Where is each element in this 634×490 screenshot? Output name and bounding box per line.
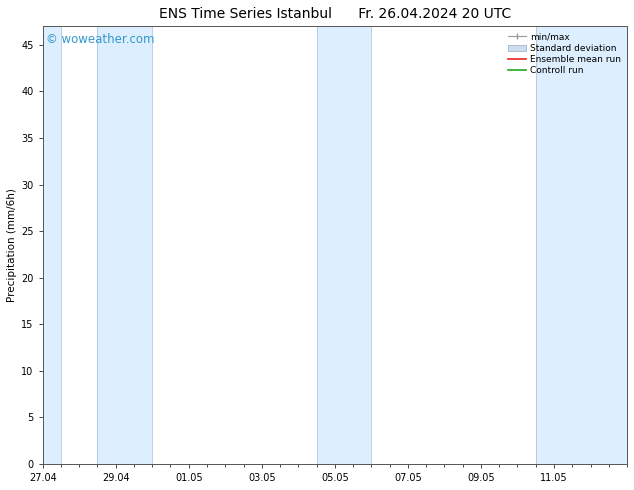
Bar	[98, 26, 152, 464]
Text: © woweather.com: © woweather.com	[46, 33, 154, 46]
Bar	[316, 26, 372, 464]
Y-axis label: Precipitation (mm/6h): Precipitation (mm/6h)	[7, 188, 17, 302]
Bar	[536, 26, 627, 464]
Bar	[42, 26, 61, 464]
Legend: min/max, Standard deviation, Ensemble mean run, Controll run: min/max, Standard deviation, Ensemble me…	[507, 31, 623, 77]
Title: ENS Time Series Istanbul      Fr. 26.04.2024 20 UTC: ENS Time Series Istanbul Fr. 26.04.2024 …	[158, 7, 511, 21]
